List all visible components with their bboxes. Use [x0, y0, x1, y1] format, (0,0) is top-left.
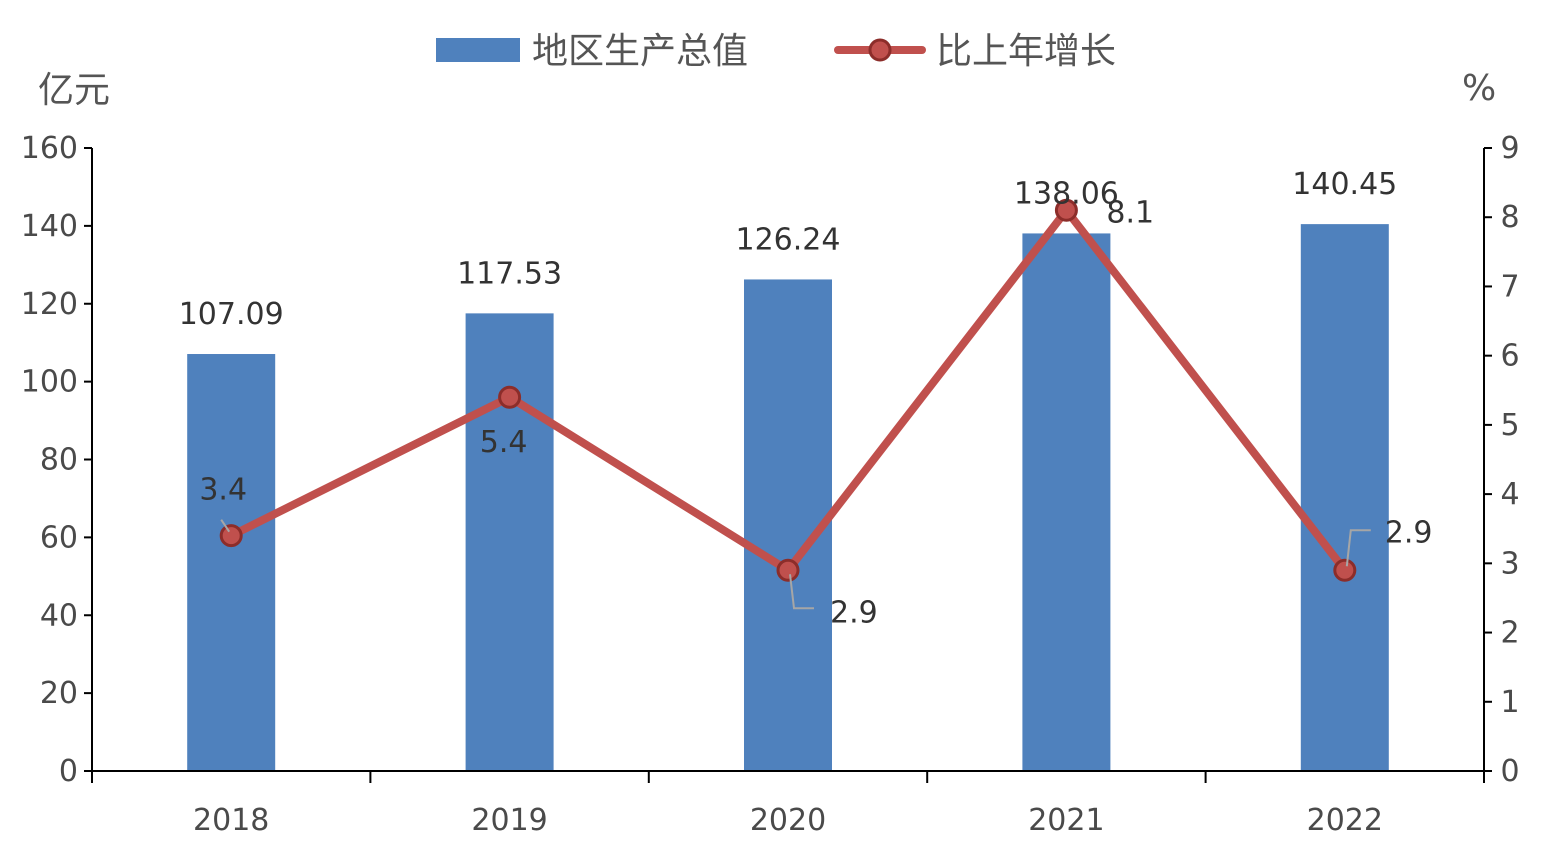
right-tick-label-1: 1 [1500, 685, 1519, 720]
left-tick-label-160: 160 [21, 131, 78, 166]
legend-label-bar: 地区生产总值 [532, 31, 748, 72]
bar-2022 [1300, 224, 1389, 772]
bar-value-label-2020: 126.24 [736, 222, 841, 257]
bar-2020 [744, 279, 832, 771]
right-tick-label-0: 0 [1500, 754, 1519, 789]
right-tick-label-9: 9 [1500, 131, 1519, 166]
axes: 0 20 40 60 80 100 120 140 160 0 1 2 3 4 5 6 7 8 9 2018 2019 2… [21, 131, 1520, 838]
legend: 地区生产总值 比上年增长 [436, 31, 1116, 72]
bar-value-label-2018: 107.09 [179, 297, 284, 332]
legend-swatch-bar [436, 38, 520, 62]
right-tick-label-3: 3 [1500, 546, 1519, 581]
left-tick-label-20: 20 [40, 676, 78, 711]
growth-value-label-2019: 5.4 [480, 425, 528, 460]
data-labels: 107.09 117.53 126.24 138.06 140.45 3.4 5.4 2.9 8… [179, 167, 1433, 630]
growth-leader-2022 [1345, 529, 1371, 567]
growth-point-2021 [1054, 198, 1078, 222]
bar-series [187, 224, 1389, 772]
bar-2018 [187, 354, 276, 771]
x-tick-label-2022: 2022 [1307, 803, 1383, 838]
left-tick-label-60: 60 [40, 520, 78, 555]
growth-point-2019 [498, 385, 522, 409]
growth-leader-2020 [789, 574, 814, 610]
right-tick-label-5: 5 [1500, 408, 1519, 443]
bar-2019 [465, 313, 554, 771]
legend-marker-line [868, 38, 892, 62]
right-tick-label-6: 6 [1500, 339, 1519, 374]
right-tick-label-8: 8 [1500, 200, 1519, 235]
left-tick-label-120: 120 [21, 287, 78, 322]
x-tick-label-2020: 2020 [750, 803, 826, 838]
left-tick-label-0: 0 [59, 754, 78, 789]
x-tick-label-2018: 2018 [193, 803, 269, 838]
left-tick-label-80: 80 [40, 443, 78, 478]
growth-value-label-2021: 8.1 [1106, 195, 1154, 230]
left-axis-unit: 亿元 [38, 70, 110, 111]
growth-point-2018 [219, 524, 243, 548]
growth-leader-2018 [220, 519, 231, 533]
line-series [219, 198, 1357, 582]
left-tick-label-140: 140 [21, 209, 78, 244]
x-tick-label-2021: 2021 [1028, 803, 1104, 838]
legend-label-line: 比上年增长 [936, 31, 1116, 72]
axis-units: 亿元% [38, 68, 1496, 111]
x-tick-label-2019: 2019 [471, 803, 547, 838]
bar-value-label-2022: 140.45 [1292, 167, 1397, 202]
growth-point-2020 [776, 558, 800, 582]
right-axis-unit: % [1462, 68, 1496, 109]
growth-value-label-2022: 2.9 [1385, 515, 1433, 550]
right-tick-label-4: 4 [1500, 477, 1519, 512]
bar-value-label-2019: 117.53 [457, 256, 562, 291]
growth-value-label-2018: 3.4 [199, 473, 247, 508]
bar-value-label-2021: 138.06 [1014, 176, 1119, 211]
right-tick-label-2: 2 [1500, 616, 1519, 651]
growth-value-label-2020: 2.9 [830, 595, 878, 630]
left-tick-label-40: 40 [40, 598, 78, 633]
growth-point-2022 [1333, 558, 1357, 582]
left-tick-label-100: 100 [21, 365, 78, 400]
right-tick-label-7: 7 [1500, 269, 1519, 304]
bar-2021 [1022, 233, 1111, 771]
